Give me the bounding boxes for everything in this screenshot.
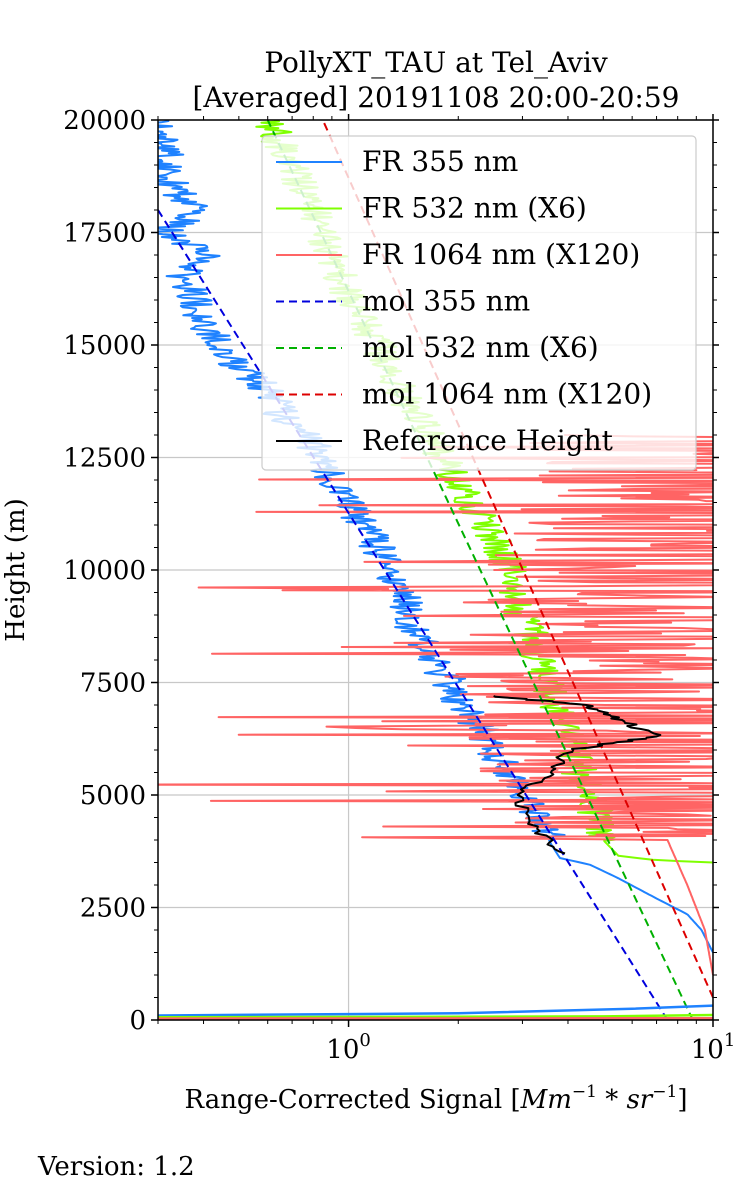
series-line bbox=[158, 434, 713, 976]
y-tick-label: 2500 bbox=[80, 894, 146, 924]
version-text: Version: 1.2 bbox=[37, 1152, 195, 1182]
y-tick-label: 20000 bbox=[63, 106, 146, 136]
series-line bbox=[493, 695, 662, 855]
series-line bbox=[158, 209, 669, 1020]
y-tick-label: 10000 bbox=[63, 556, 146, 586]
axis-ticks: 0 2500 5000 7500 10000 12500 15000 17500 20000 10… bbox=[63, 106, 735, 1065]
legend-label: mol 1064 nm (X120) bbox=[362, 378, 652, 411]
x-tick-label: 101 bbox=[691, 1030, 736, 1065]
y-tick-label: 17500 bbox=[63, 219, 146, 249]
y-tick-label: 7500 bbox=[80, 669, 146, 699]
near-ground-line bbox=[158, 1004, 713, 1017]
y-tick-label: 0 bbox=[129, 1006, 146, 1036]
y-tick-label: 5000 bbox=[80, 781, 146, 811]
y-tick-label: 12500 bbox=[63, 444, 146, 474]
legend-label: FR 355 nm bbox=[362, 145, 518, 178]
x-axis-label: Range-Corrected Signal [Mm−1 * sr−1] bbox=[185, 1082, 688, 1115]
legend-label: mol 355 nm bbox=[362, 285, 530, 318]
near-ground-line bbox=[158, 1013, 713, 1019]
chart-title-line1: PollyXT_TAU at Tel_Aviv bbox=[264, 46, 607, 79]
legend-label: FR 532 nm (X6) bbox=[362, 192, 587, 225]
y-tick-label: 15000 bbox=[63, 331, 146, 361]
x-tick-label: 100 bbox=[326, 1030, 371, 1065]
y-axis-label: Height (m) bbox=[1, 498, 31, 641]
legend-label: FR 1064 nm (X120) bbox=[362, 238, 640, 271]
series-line bbox=[266, 120, 694, 1020]
chart-title-line2: [Averaged] 20191108 20:00-20:59 bbox=[193, 81, 680, 114]
series-line bbox=[158, 120, 713, 953]
legend-box bbox=[261, 135, 697, 471]
legend: FR 355 nm FR 532 nm (X6) FR 1064 nm (X120)… bbox=[261, 135, 697, 471]
legend-label: mol 532 nm (X6) bbox=[362, 331, 599, 364]
legend-label: Reference Height bbox=[362, 424, 614, 457]
